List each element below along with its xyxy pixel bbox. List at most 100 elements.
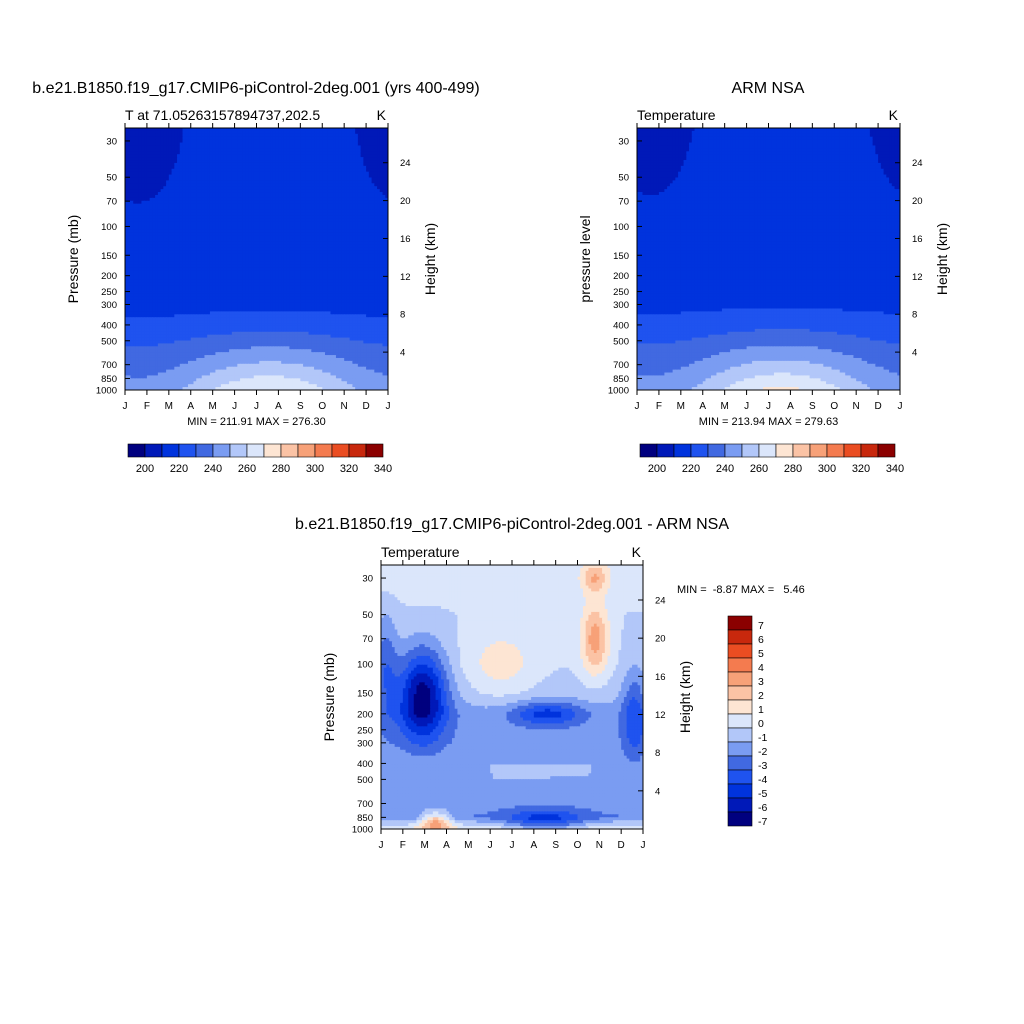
contour-cell: [305, 160, 310, 164]
contour-cell: [382, 136, 386, 141]
contour-cell: [190, 226, 195, 231]
contour-cell: [163, 238, 167, 243]
contour-cell: [303, 186, 307, 190]
contour-cell: [201, 183, 206, 187]
contour-cell: [256, 165, 260, 170]
contour-cell: [157, 157, 162, 161]
contour-cell: [133, 189, 137, 193]
contour-cell: [146, 177, 151, 181]
contour-cell: [234, 154, 238, 158]
contour-cell: [360, 238, 364, 243]
contour-cell: [311, 215, 315, 219]
contour-cell: [166, 197, 170, 202]
contour-cell: [292, 168, 296, 173]
contour-cell: [135, 253, 140, 257]
contour-cell: [179, 203, 184, 208]
contour-cell: [363, 168, 367, 173]
contour-cell: [360, 250, 364, 254]
contour-cell: [261, 241, 266, 246]
contour-cell: [366, 206, 370, 211]
contour-cell: [382, 192, 386, 196]
contour-cell: [251, 264, 255, 269]
contour-cell: [198, 133, 203, 138]
contour-cell: [360, 151, 364, 155]
contour-cell: [300, 221, 304, 225]
contour-cell: [335, 136, 340, 141]
contour-cell: [174, 200, 178, 205]
contour-cell: [292, 253, 296, 257]
contour-cell: [152, 183, 156, 187]
contour-cell: [360, 221, 364, 225]
contour-cell: [363, 162, 367, 167]
contour-cell: [196, 264, 200, 269]
contour-cell: [349, 238, 353, 243]
contour-cell: [127, 174, 132, 179]
contour-cell: [305, 189, 310, 193]
contour-cell: [130, 139, 134, 144]
contour-cell: [352, 154, 356, 158]
contour-cell: [218, 189, 222, 193]
contour-cell: [133, 261, 137, 266]
contour-cell: [330, 259, 334, 263]
contour-cell: [240, 229, 244, 234]
contour-cell: [360, 264, 364, 269]
contour-cell: [270, 168, 274, 173]
contour-cell: [379, 157, 384, 161]
contour-cell: [330, 276, 334, 280]
contour-cell: [327, 224, 332, 228]
contour-cell: [146, 215, 151, 219]
contour-cell: [253, 142, 258, 147]
contour-cell: [171, 180, 175, 184]
contour-cell: [368, 151, 373, 155]
contour-cell: [226, 192, 230, 196]
contour-cell: [341, 203, 345, 208]
contour-cell: [289, 133, 293, 138]
contour-cell: [303, 267, 307, 272]
contour-cell: [185, 186, 189, 190]
contour-cell: [341, 180, 345, 184]
contour-cell: [374, 139, 378, 144]
contour-cell: [223, 162, 227, 167]
contour-cell: [207, 157, 211, 161]
contour-cell: [234, 133, 238, 138]
contour-cell: [272, 229, 277, 234]
contour-cell: [218, 128, 222, 132]
contour-cell: [374, 247, 378, 251]
contour-cell: [281, 212, 285, 216]
contour-cell: [357, 177, 362, 181]
contour-cell: [346, 194, 351, 199]
contour-cell: [278, 203, 282, 208]
contour-cell: [368, 238, 373, 243]
contour-cell: [368, 192, 373, 196]
contour-cell: [270, 267, 274, 272]
contour-cell: [357, 226, 362, 231]
contour-cell: [270, 130, 274, 135]
contour-cell: [363, 256, 367, 260]
contour-cell: [234, 183, 238, 187]
contour-cell: [223, 171, 227, 176]
contour-cell: [125, 259, 129, 263]
contour-cell: [344, 259, 348, 263]
contour-cell: [198, 270, 203, 275]
contour-cell: [327, 212, 332, 216]
contour-cell: [267, 264, 271, 269]
contour-cell: [237, 128, 241, 132]
contour-cell: [163, 221, 167, 225]
contour-cell: [294, 250, 299, 254]
contour-cell: [319, 203, 323, 208]
contour-cell: [231, 218, 236, 222]
contour-cell: [146, 273, 151, 278]
contour-cell: [237, 203, 241, 208]
contour-cell: [127, 192, 132, 196]
contour-cell: [185, 229, 189, 234]
contour-cell: [179, 168, 184, 173]
contour-cell: [272, 154, 277, 158]
contour-cell: [157, 218, 162, 222]
contour-cell: [209, 232, 214, 237]
contour-cell: [292, 250, 296, 254]
contour-cell: [223, 157, 227, 161]
contour-cell: [344, 232, 348, 237]
contour-cell: [127, 209, 132, 214]
contour-cell: [127, 162, 132, 167]
contour-cell: [289, 259, 293, 263]
